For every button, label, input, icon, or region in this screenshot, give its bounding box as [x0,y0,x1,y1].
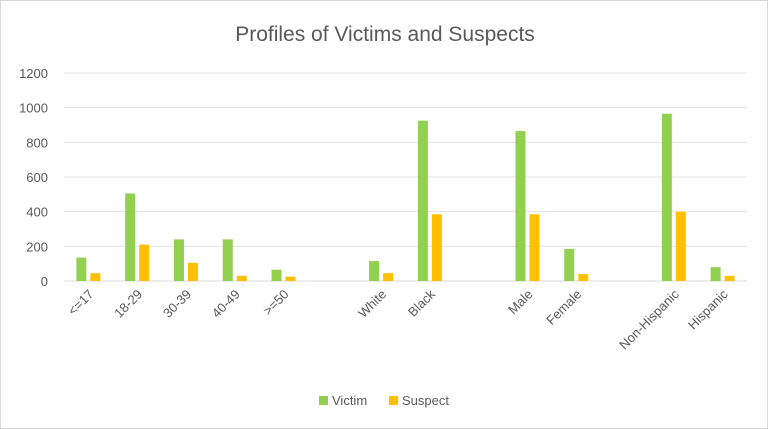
category-label: >=50 [260,287,292,319]
bar-suspect [187,262,198,281]
category-label: White [355,287,389,321]
y-tick-label: 800 [26,135,48,150]
y-tick-label: 600 [26,170,48,185]
legend: Victim Suspect [319,393,449,408]
bar-suspect [675,211,686,281]
bar-victim [417,120,428,282]
y-tick-label: 200 [26,239,48,254]
bar-suspect [90,273,101,281]
category-label: 40-49 [209,287,243,321]
bar-suspect [285,276,296,281]
bar-victim [515,131,526,281]
bar-victim [661,113,672,281]
bar-victim [271,269,282,281]
category-label: Hispanic [685,286,731,332]
y-tick-label: 1200 [19,66,48,81]
y-tick-label: 0 [41,274,48,289]
category-label: Female [543,287,584,328]
legend-label-victim: Victim [332,393,367,408]
category-label: Male [505,287,536,318]
legend-swatch-suspect [389,396,398,405]
chart-title: Profiles of Victims and Suspects [235,23,535,46]
y-tick-label: 400 [26,205,48,220]
category-label: 18-29 [111,287,145,321]
category-label: 30-39 [160,287,194,321]
bar-suspect [236,275,247,281]
bar-victim [125,193,136,281]
category-labels: <=17 18-29 30-39 40-49 >=50 White Black Male Fem… [65,286,731,352]
bar-victim [173,239,184,281]
bar-suspect [724,275,735,281]
category-label: Black [405,286,438,319]
bar-suspect [383,273,394,281]
category-label: Non-Hispanic [616,286,682,352]
gridlines [64,72,747,282]
y-axis-ticks: 0 200 400 600 800 1000 1200 [19,66,48,289]
bar-suspect [431,214,442,281]
bar-suspect [578,274,589,281]
bar-victim [222,239,233,281]
bar-victim [710,267,721,281]
bar-suspect [139,244,150,281]
y-tick-label: 1000 [19,101,48,116]
legend-swatch-victim [319,396,328,405]
category-label: <=17 [65,287,97,319]
legend-label-suspect: Suspect [402,393,449,408]
bar-victim [564,248,575,281]
bar-victim [369,261,380,281]
bar-suspect [529,214,540,281]
bar-victim [76,257,87,281]
bars [76,113,735,282]
